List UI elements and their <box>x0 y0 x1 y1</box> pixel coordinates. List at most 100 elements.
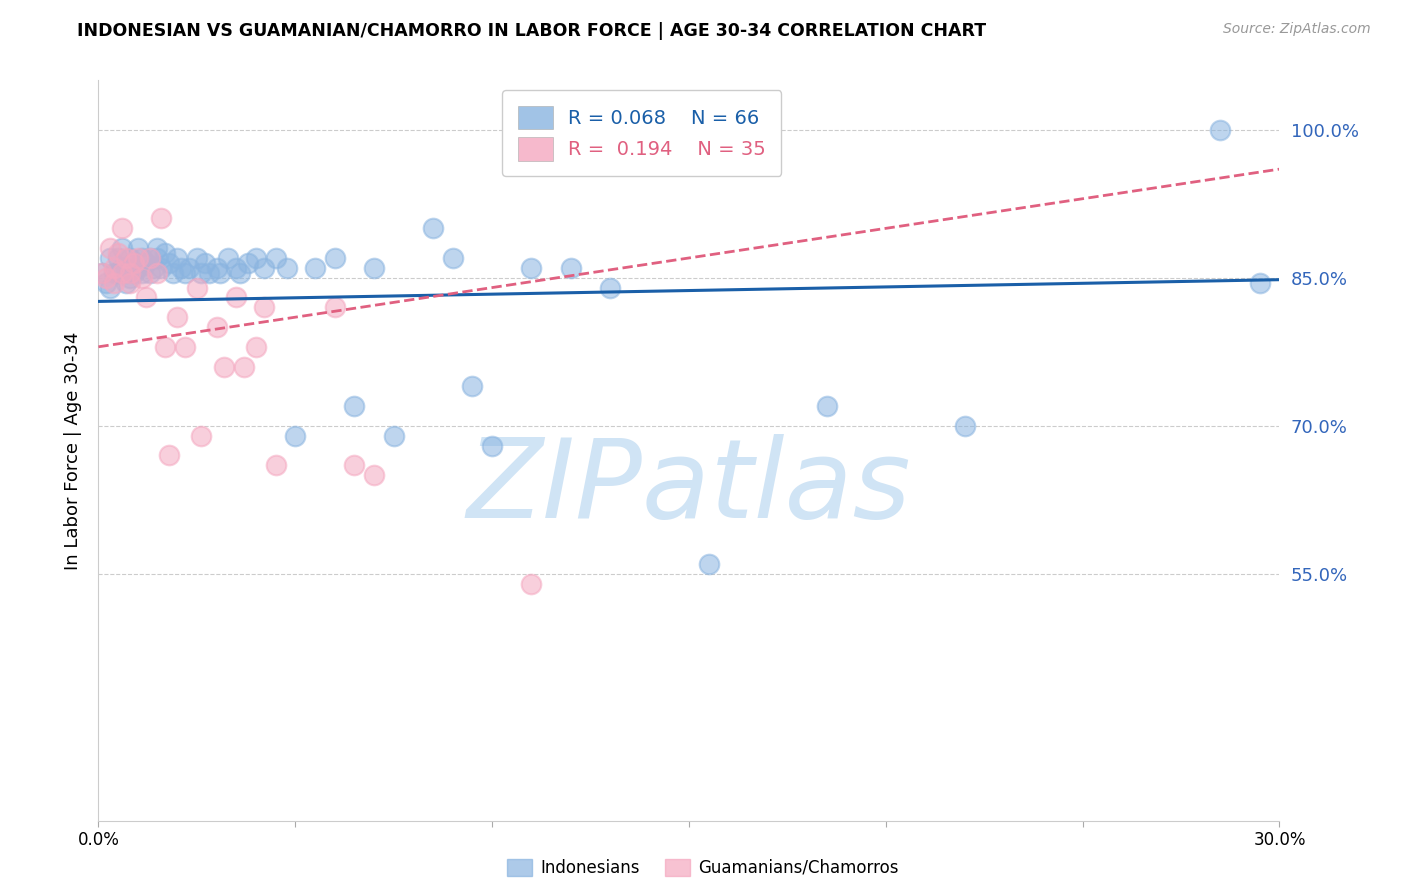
Point <box>118 266 141 280</box>
Point <box>166 251 188 265</box>
Point <box>186 280 208 294</box>
Point <box>205 260 228 275</box>
Point <box>209 266 232 280</box>
Point <box>107 246 129 260</box>
Point <box>190 428 212 442</box>
Point <box>174 340 197 354</box>
Point <box>96 276 118 290</box>
Point <box>103 266 125 280</box>
Point <box>131 266 153 280</box>
Point <box>138 251 160 265</box>
Point <box>96 270 118 285</box>
Point <box>953 418 976 433</box>
Point <box>520 260 543 275</box>
Point <box>98 241 121 255</box>
Legend: R = 0.068    N = 66, R =  0.194    N = 35: R = 0.068 N = 66, R = 0.194 N = 35 <box>502 90 782 177</box>
Point <box>245 340 267 354</box>
Point <box>111 221 134 235</box>
Point <box>323 301 346 315</box>
Point <box>138 251 160 265</box>
Point <box>91 266 114 280</box>
Text: Source: ZipAtlas.com: Source: ZipAtlas.com <box>1223 22 1371 37</box>
Point <box>233 359 256 374</box>
Point <box>520 576 543 591</box>
Point <box>103 276 125 290</box>
Text: INDONESIAN VS GUAMANIAN/CHAMORRO IN LABOR FORCE | AGE 30-34 CORRELATION CHART: INDONESIAN VS GUAMANIAN/CHAMORRO IN LABO… <box>77 22 987 40</box>
Point <box>343 458 366 473</box>
Point <box>197 266 219 280</box>
Point <box>122 256 145 270</box>
Point <box>127 241 149 255</box>
Point <box>150 211 173 226</box>
Point <box>363 260 385 275</box>
Point <box>264 458 287 473</box>
Point <box>98 280 121 294</box>
Point <box>131 270 153 285</box>
Point <box>135 290 157 304</box>
Point <box>461 379 484 393</box>
Y-axis label: In Labor Force | Age 30-34: In Labor Force | Age 30-34 <box>63 331 82 570</box>
Point <box>146 241 169 255</box>
Text: ZIPatlas: ZIPatlas <box>467 434 911 541</box>
Point <box>122 266 145 280</box>
Point <box>245 251 267 265</box>
Point <box>253 301 276 315</box>
Point <box>118 276 141 290</box>
Point <box>107 266 129 280</box>
Point <box>560 260 582 275</box>
Point <box>127 260 149 275</box>
Point <box>177 260 200 275</box>
Point <box>697 557 720 571</box>
Point <box>441 251 464 265</box>
Point <box>118 251 141 265</box>
Point <box>142 260 165 275</box>
Point <box>174 266 197 280</box>
Point <box>146 266 169 280</box>
Point <box>264 251 287 265</box>
Point <box>118 260 141 275</box>
Point <box>150 260 173 275</box>
Point <box>118 270 141 285</box>
Point <box>166 310 188 325</box>
Point <box>599 280 621 294</box>
Point <box>146 251 169 265</box>
Point <box>481 438 503 452</box>
Point <box>815 399 838 413</box>
Point <box>98 251 121 265</box>
Point <box>111 241 134 255</box>
Point <box>107 251 129 265</box>
Point <box>422 221 444 235</box>
Point <box>115 266 138 280</box>
Point <box>131 251 153 265</box>
Point <box>157 449 180 463</box>
Point <box>135 256 157 270</box>
Point <box>157 256 180 270</box>
Point <box>1249 276 1271 290</box>
Point <box>155 340 177 354</box>
Point <box>170 260 193 275</box>
Point <box>155 246 177 260</box>
Legend: Indonesians, Guamanians/Chamorros: Indonesians, Guamanians/Chamorros <box>501 852 905 884</box>
Point <box>138 266 160 280</box>
Point <box>225 260 247 275</box>
Point <box>229 266 252 280</box>
Point <box>194 256 217 270</box>
Point <box>284 428 307 442</box>
Point <box>115 276 138 290</box>
Point <box>253 260 276 275</box>
Point <box>190 266 212 280</box>
Point <box>122 256 145 270</box>
Point <box>186 251 208 265</box>
Point <box>111 266 134 280</box>
Point <box>1209 122 1232 136</box>
Point <box>225 290 247 304</box>
Point <box>205 320 228 334</box>
Point <box>323 251 346 265</box>
Point <box>304 260 326 275</box>
Point <box>214 359 236 374</box>
Point <box>91 266 114 280</box>
Point <box>217 251 239 265</box>
Point <box>236 256 259 270</box>
Point <box>343 399 366 413</box>
Point <box>162 266 184 280</box>
